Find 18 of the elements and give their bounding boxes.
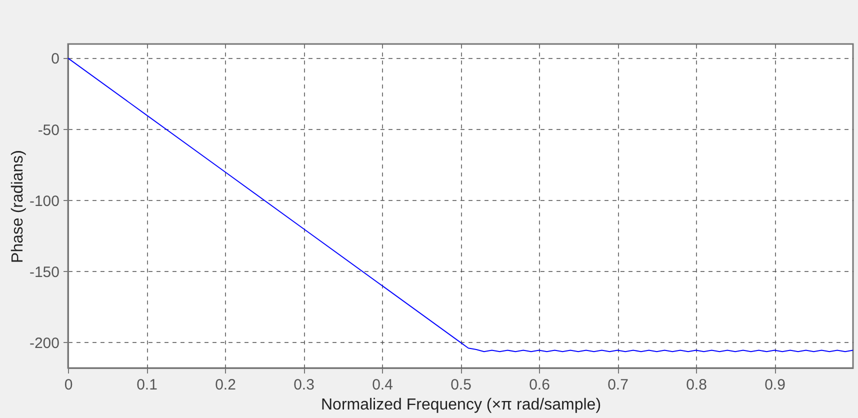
x-tick-label: 0.2 — [215, 376, 236, 394]
y-tick-label: 0 — [51, 50, 60, 68]
x-tick-label: 0.7 — [608, 376, 628, 394]
x-tick-label: 0.3 — [294, 376, 314, 394]
x-tick-label: 0.4 — [372, 376, 393, 394]
line-series — [68, 58, 854, 352]
x-tick-label: 0.8 — [686, 376, 707, 394]
x-tick-label: 0.6 — [529, 376, 550, 394]
y-tick-label: -50 — [38, 122, 60, 139]
x-axis-title: Normalized Frequency (×π rad/sample) — [320, 396, 602, 414]
x-tick-label: 0.1 — [136, 376, 158, 394]
x-tick-label: 0.9 — [764, 376, 786, 394]
y-tick-label: -100 — [29, 192, 60, 210]
y-tick-label: -200 — [29, 334, 60, 352]
y-axis-title: Phase (radians) — [9, 150, 26, 263]
y-tick-label: -150 — [29, 264, 60, 281]
x-tick-label: 0.5 — [450, 376, 472, 394]
x-tick-label: 0 — [64, 376, 73, 394]
